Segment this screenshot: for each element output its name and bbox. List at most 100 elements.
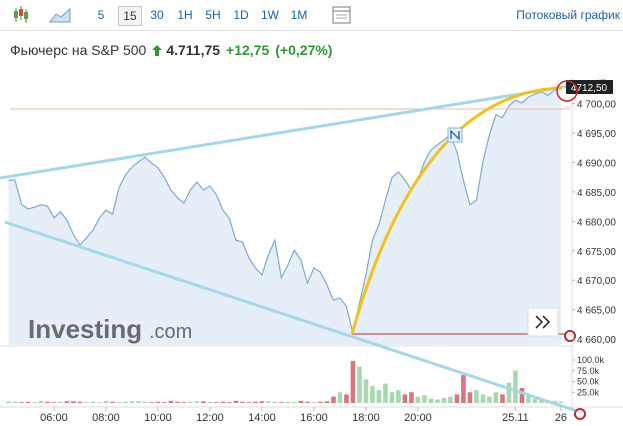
- arc-drawing: [350, 86, 563, 335]
- volume-bar: [428, 398, 434, 403]
- volume-bar: [552, 400, 557, 403]
- interval-button[interactable]: 1W: [261, 8, 279, 22]
- volume-bar: [194, 401, 200, 403]
- volume-bar: [240, 401, 245, 403]
- x-tick-label: 14:00: [248, 412, 276, 424]
- x-tick-label: 25.11: [502, 412, 529, 424]
- volume-bar: [97, 402, 102, 403]
- y-tick-label: 4 660,00: [577, 335, 616, 346]
- price-change: +12,75: [226, 42, 270, 58]
- y-tick-label: 4 690,00: [577, 158, 616, 169]
- volume-tick-label: 25.0k: [577, 387, 600, 397]
- volume-bar: [545, 400, 551, 403]
- volume-bar: [350, 360, 356, 403]
- volume-bar: [526, 394, 531, 403]
- trend-line: [0, 78, 607, 180]
- x-tick-label: 12:00: [196, 412, 224, 424]
- volume-bar: [45, 401, 50, 403]
- y-tick-label: 4 680,00: [577, 217, 616, 228]
- volume-bar: [519, 387, 525, 403]
- volume-bar: [123, 401, 128, 403]
- x-tick-label: 16:00: [300, 412, 328, 424]
- volume-bar: [84, 402, 89, 403]
- volume-bar: [344, 394, 349, 403]
- volume-bar: [500, 394, 505, 403]
- volume-bar: [318, 401, 323, 403]
- volume-bar: [383, 383, 388, 403]
- volume-bar: [103, 400, 109, 403]
- volume-bar: [272, 401, 278, 403]
- interval-button[interactable]: 5H: [205, 8, 221, 22]
- volume-bar: [168, 400, 174, 403]
- instrument-title: Фьючерс на S&P 500: [10, 42, 147, 58]
- volume-bar: [64, 401, 70, 403]
- stream-chart-link[interactable]: Потоковый график: [516, 8, 620, 22]
- volume-bar: [110, 401, 115, 403]
- volume-bar: [292, 402, 297, 403]
- volume-tick-label: 50.0k: [577, 377, 600, 387]
- interval-button[interactable]: 1H: [177, 8, 193, 22]
- price-change-pct: (+0,27%): [275, 42, 333, 58]
- volume-bar: [207, 401, 213, 403]
- area-icon[interactable]: [46, 0, 76, 30]
- y-tick-label: 4 695,00: [577, 129, 616, 140]
- volume-bar: [331, 396, 336, 403]
- volume-bar: [32, 402, 37, 403]
- y-tick-label: 4 675,00: [577, 247, 616, 258]
- volume-bar: [220, 401, 226, 403]
- watermark-brand: Investing: [28, 314, 142, 344]
- volume-bar: [58, 401, 63, 403]
- volume-bar: [227, 402, 232, 403]
- volume-bar: [25, 401, 31, 403]
- chart-type-icons[interactable]: [0, 0, 50, 30]
- interval-button[interactable]: 30: [150, 8, 164, 22]
- volume-bar: [253, 401, 258, 403]
- volume-bar: [311, 402, 317, 403]
- volume-bar: [376, 390, 382, 403]
- volume-bar: [246, 402, 252, 403]
- volume-bar: [116, 402, 122, 403]
- volume-bar: [506, 382, 512, 403]
- volume-bar: [513, 370, 518, 403]
- volume-bar: [90, 401, 96, 403]
- volume-bar: [305, 401, 310, 403]
- interval-button[interactable]: 1M: [290, 8, 308, 22]
- x-tick-label: 18:00: [352, 412, 380, 424]
- volume-bar: [389, 392, 395, 403]
- volume-bar: [409, 392, 414, 403]
- volume-bar: [214, 402, 219, 403]
- volume-bar: [474, 390, 479, 403]
- news-marker: [447, 127, 463, 143]
- watermark-domain: .com: [149, 321, 192, 343]
- x-tick-label: 10:00: [144, 412, 172, 424]
- volume-bar: [461, 375, 466, 403]
- y-tick-label: 4 700,00: [577, 100, 616, 111]
- x-tick-label: 26: [555, 412, 567, 424]
- y-tick-label: 4 685,00: [577, 188, 616, 199]
- interval-button[interactable]: 1D: [233, 8, 249, 22]
- volume-bar: [396, 390, 401, 403]
- interval-button[interactable]: 15: [118, 6, 142, 26]
- volume-bar: [337, 392, 343, 403]
- volume-bar: [129, 401, 135, 403]
- volume-bar: [357, 366, 362, 403]
- volume-bar: [532, 398, 538, 403]
- price-line: [8, 87, 562, 334]
- up-arrow: [152, 45, 163, 56]
- scroll-icon: [535, 315, 551, 329]
- volume-bar: [448, 396, 453, 403]
- interval-button[interactable]: 5: [97, 8, 105, 22]
- volume-bar: [259, 401, 265, 403]
- volume-bar: [38, 400, 44, 403]
- settings-icon[interactable]: [328, 0, 358, 30]
- volume-bar: [142, 401, 148, 403]
- volume-bar: [188, 401, 193, 403]
- price-tag: 4712,50: [571, 83, 608, 94]
- volume-bar: [149, 402, 154, 403]
- last-price: 4.711,75: [166, 42, 221, 58]
- x-tick-label: 06:00: [40, 412, 68, 424]
- volume-bar: [77, 401, 83, 403]
- volume-bar: [51, 402, 57, 403]
- volume-bar: [201, 401, 206, 403]
